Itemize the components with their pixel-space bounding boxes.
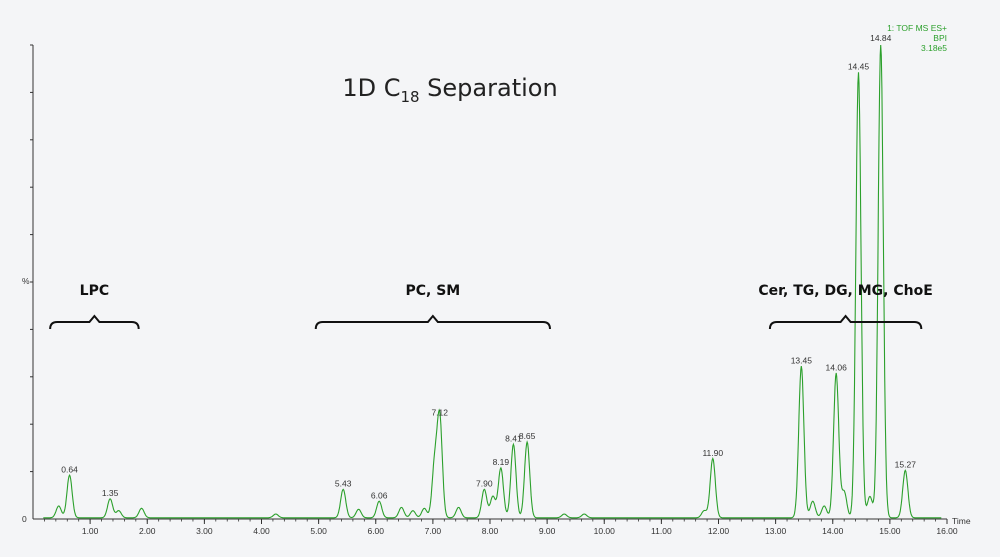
x-tick-label: 9.00 [539, 526, 556, 536]
chart-title-suffix: Separation [420, 74, 558, 102]
x-tick-label: 6.00 [367, 526, 384, 536]
chart-title-subscript: 18 [400, 88, 419, 106]
x-tick-label: 4.00 [253, 526, 270, 536]
x-tick-label: 8.00 [482, 526, 499, 536]
peak-label: 14.84 [870, 33, 892, 43]
peak-label: 8.19 [493, 457, 510, 467]
x-tick-label: 2.00 [139, 526, 156, 536]
x-tick-label: 1.00 [82, 526, 99, 536]
peak-label: 6.06 [371, 490, 388, 500]
peak-label: 7.12 [431, 407, 448, 417]
chart-axes: 1.00 2.00 3.00 4.00 5.00 6.00 7.00 8.00 9.00 10.0… [22, 44, 971, 536]
bpi-trace-line [43, 44, 942, 519]
x-tick-label: 12.00 [708, 526, 730, 536]
peak-label: 13.45 [791, 355, 813, 365]
group-label: LPC [80, 283, 109, 299]
info-line: 3.18e5 [921, 43, 947, 53]
x-tick-label: 14.00 [822, 526, 844, 536]
peak-label: 14.06 [826, 362, 848, 372]
chart-title-main: 1D C [342, 74, 400, 102]
group-label: PC, SM [406, 283, 461, 299]
peak-label: 5.43 [335, 479, 352, 489]
group-bracket [768, 314, 923, 330]
x-axis-label: Time [952, 516, 971, 526]
x-tick-label: 10.00 [594, 526, 616, 536]
x-tick-label: 7.00 [425, 526, 442, 536]
x-axis-ticks: 1.00 2.00 3.00 4.00 5.00 6.00 7.00 8.00 9.00 10.0… [44, 519, 958, 536]
peak-label: 15.27 [895, 460, 917, 470]
y-axis-zero-label: 0 [22, 514, 27, 524]
x-tick-label: 13.00 [765, 526, 787, 536]
info-line: 1: TOF MS ES+ [887, 23, 947, 33]
peak-label: 11.90 [702, 448, 723, 458]
x-tick-label: 11.00 [651, 526, 672, 536]
chart-title: 1D C18 Separation [342, 74, 557, 106]
y-axis-ticks [30, 44, 33, 473]
x-tick-label: 16.00 [936, 526, 958, 536]
peak-label: 1.35 [102, 488, 119, 498]
peak-labels: 0.64 1.35 5.43 6.06 7.12 7.90 8.19 8.418.65 11.9… [61, 33, 916, 500]
peak-label: 7.90 [476, 479, 493, 489]
y-axis-label: % [22, 276, 30, 286]
info-line: BPI [933, 33, 947, 43]
lipid-class-brackets: LPC PC, SM Cer, TG, DG, MG, ChoE [49, 283, 933, 330]
peak-label: 0.64 [61, 464, 78, 474]
x-tick-label: 5.00 [310, 526, 327, 536]
group-bracket [49, 314, 140, 330]
x-tick-label: 3.00 [196, 526, 213, 536]
peak-label: 14.45 [848, 61, 870, 71]
group-label: Cer, TG, DG, MG, ChoE [758, 283, 932, 299]
group-bracket [314, 314, 551, 330]
peak-label: 8.65 [519, 431, 536, 441]
x-tick-label: 15.00 [879, 526, 901, 536]
peak-label: 8.41 [505, 434, 522, 444]
